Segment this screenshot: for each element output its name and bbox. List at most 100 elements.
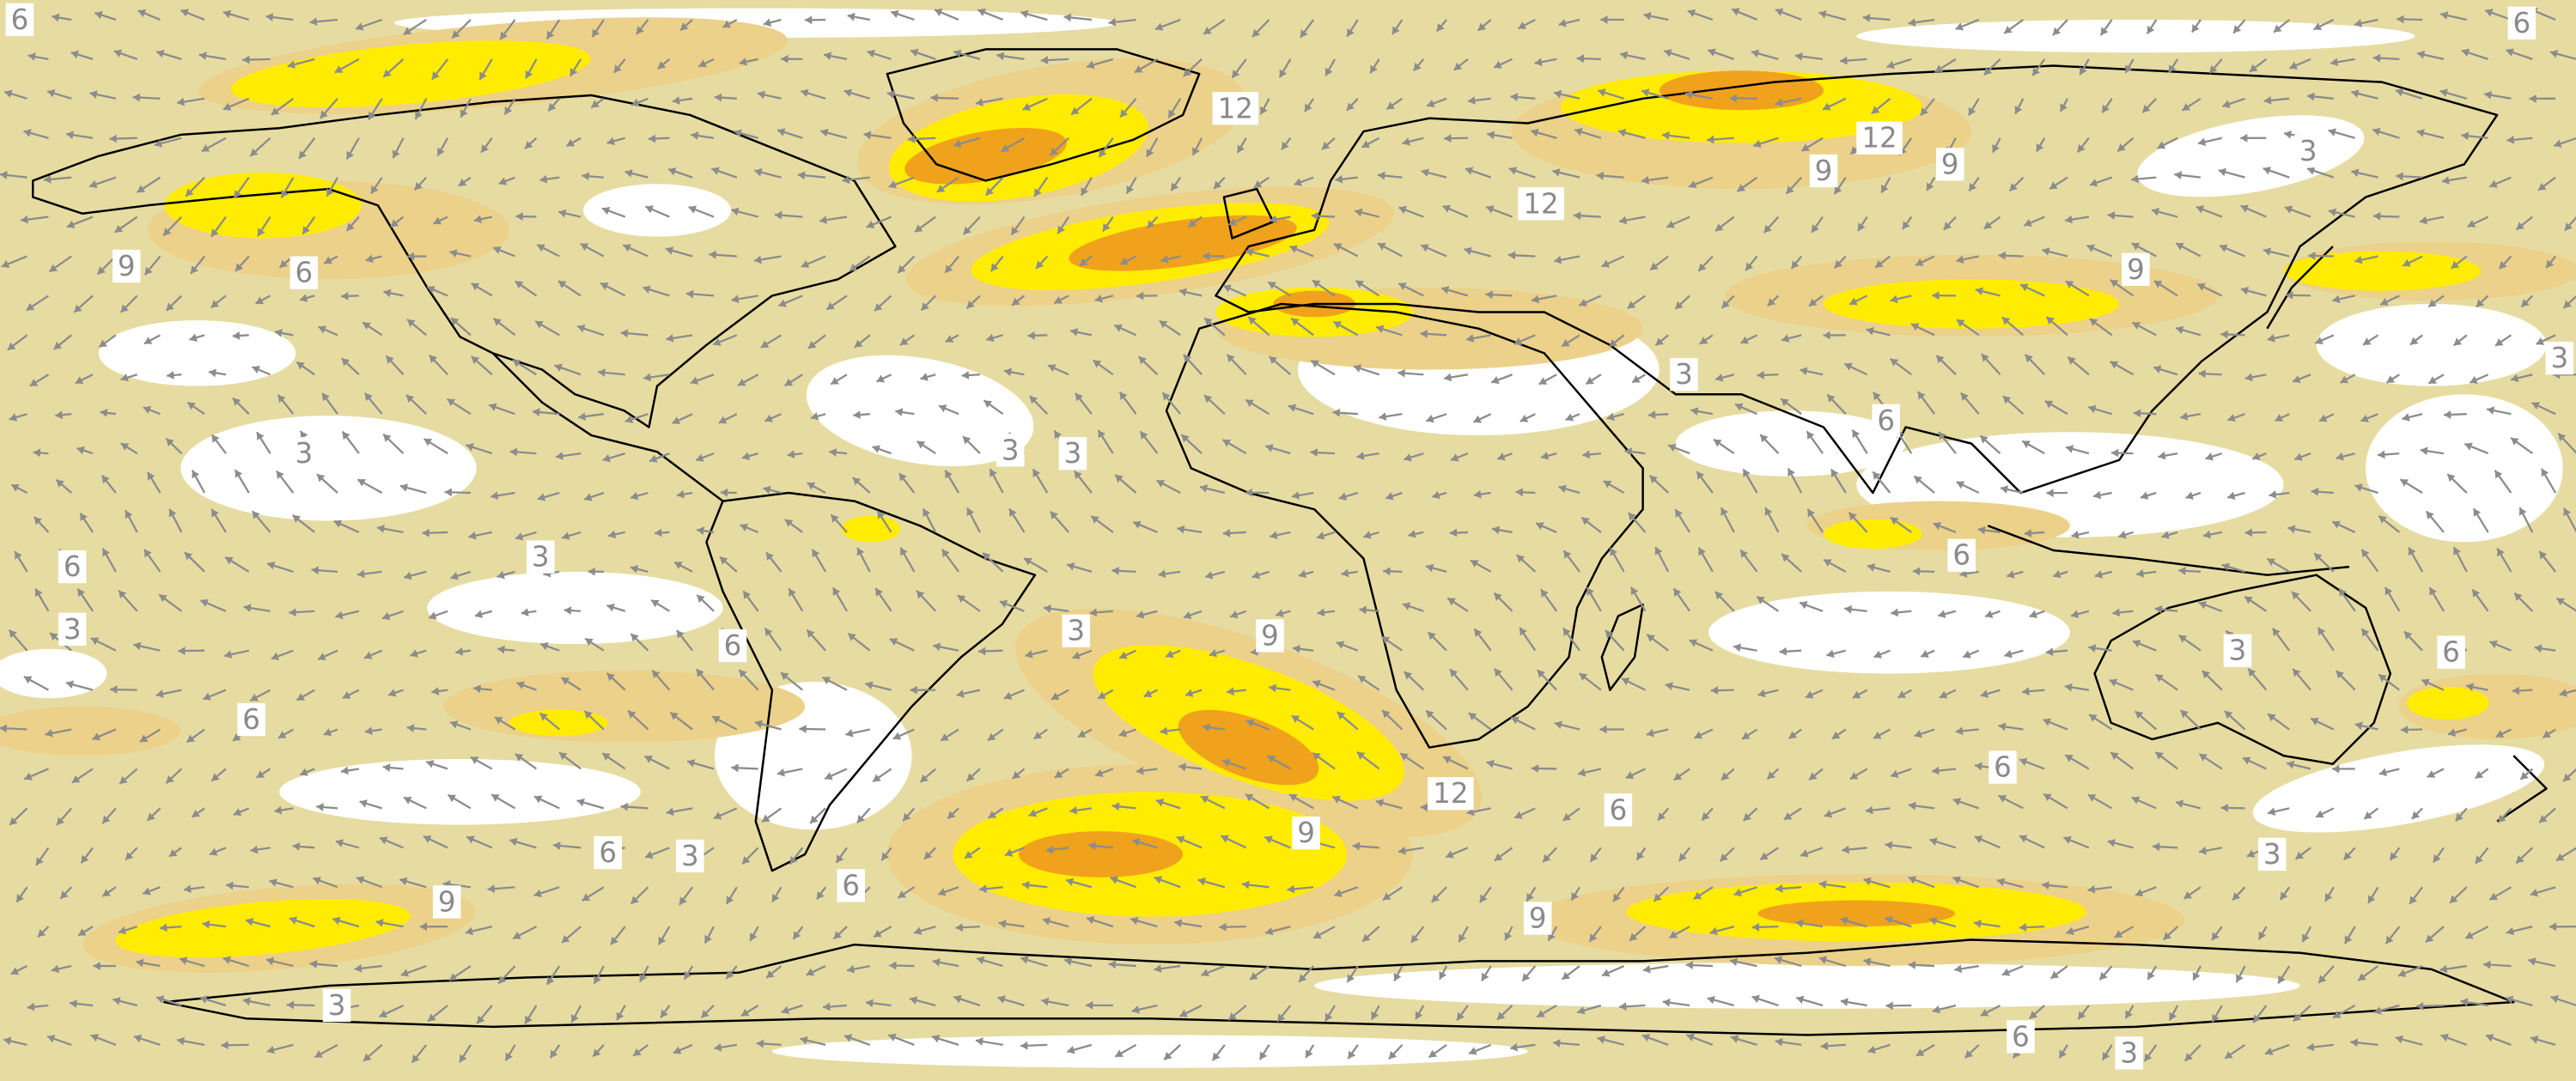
central-america — [491, 352, 724, 502]
wind-head — [2195, 205, 2205, 214]
wind-head — [1473, 489, 1482, 499]
wind-head — [1939, 690, 1948, 699]
wind-head — [2306, 1042, 2315, 1052]
wind-head — [672, 416, 681, 425]
wind-head — [1952, 798, 1962, 806]
speed-band — [1659, 70, 1824, 111]
wind-head — [0, 171, 8, 179]
wind-head — [979, 884, 987, 894]
wind-head — [2344, 935, 2353, 944]
wind-head — [1673, 772, 1683, 780]
wind-head — [923, 508, 930, 517]
wind-head — [2131, 174, 2139, 184]
contour-label: 6 — [1994, 751, 2012, 784]
wind-head — [1155, 799, 1165, 807]
wind-head — [1538, 377, 1548, 385]
contour-label: 9 — [118, 250, 136, 282]
wind-head — [1666, 220, 1675, 228]
wind-head — [2053, 570, 2061, 579]
wind-head — [1427, 99, 1435, 108]
wind-head — [2199, 754, 2208, 762]
wind-head — [784, 378, 794, 386]
wind-head — [1168, 109, 1176, 118]
wind-head — [1099, 149, 1107, 158]
wind-head — [1260, 106, 1268, 115]
wind-head — [1054, 296, 1063, 304]
wind-head — [1111, 566, 1119, 575]
wind-head — [2114, 930, 2123, 938]
wind-head — [2473, 508, 2482, 517]
wind-head — [910, 996, 918, 1005]
wind-head — [444, 488, 453, 497]
wind-head — [1358, 676, 1367, 683]
wind-head — [4, 89, 13, 98]
label-box — [718, 629, 747, 663]
wind-head — [697, 594, 705, 604]
wind-head — [2184, 1053, 2194, 1061]
wind-head — [1714, 439, 1722, 447]
wind-head — [2286, 290, 2293, 300]
wind-head — [2199, 846, 2208, 855]
wind-head — [1446, 850, 1454, 859]
wind-head — [226, 881, 234, 890]
wind-head — [2004, 26, 2013, 33]
wind-head — [342, 431, 350, 440]
wind-head — [2541, 468, 2549, 477]
wind-head — [2029, 610, 2037, 618]
wind-head — [1181, 434, 1190, 443]
wind-head — [1370, 64, 1378, 74]
wind-head — [740, 523, 749, 531]
wind-head — [1875, 259, 1884, 268]
wind-head — [1510, 1042, 1518, 1052]
wind-head — [642, 285, 651, 294]
wind-head — [2050, 970, 2060, 979]
wind-head — [55, 410, 64, 420]
wind-head — [159, 594, 167, 603]
wind-head — [1921, 650, 1929, 658]
wind-head — [2428, 376, 2437, 384]
wind-head — [2499, 260, 2507, 270]
wind-head — [1232, 70, 1240, 78]
wind-head — [1960, 392, 1969, 401]
wind-head — [1265, 926, 1274, 936]
wind-head — [1212, 1052, 1221, 1061]
wind-head — [1885, 841, 1893, 850]
wind-head — [588, 567, 595, 576]
wind-head — [764, 628, 773, 637]
wind-head — [592, 28, 600, 38]
wind-head — [1519, 627, 1527, 636]
wind-head — [9, 413, 18, 422]
wind-head — [2201, 671, 2211, 679]
wind-head — [787, 450, 795, 459]
wind-head — [624, 415, 634, 424]
wind-head — [75, 376, 84, 385]
wind-head — [1834, 185, 1842, 195]
wind-head — [546, 30, 555, 39]
wind-head — [1897, 690, 1907, 698]
wind-head — [1376, 325, 1385, 334]
wind-head — [559, 752, 568, 761]
wind-head — [2534, 644, 2543, 653]
wind-head — [874, 302, 883, 312]
wind-head — [388, 689, 397, 697]
wind-head — [636, 26, 644, 34]
wind-head — [1552, 168, 1561, 177]
wind-head — [591, 100, 600, 108]
speed-band — [2316, 303, 2547, 386]
wind-head — [1120, 257, 1129, 265]
wind-head — [1917, 392, 1926, 400]
wind-head — [2314, 553, 2323, 562]
wind-head — [341, 766, 349, 775]
contour-label: 9 — [2127, 253, 2145, 286]
wind-head — [763, 485, 771, 495]
wind-head — [221, 1041, 228, 1050]
speed-band — [115, 899, 411, 958]
wind-head — [2293, 1013, 2302, 1022]
wind-head — [1497, 452, 1506, 461]
wind-head — [1080, 258, 1088, 266]
wind-head — [1487, 131, 1495, 140]
wind-head — [1300, 29, 1308, 38]
wind-head — [1968, 106, 1976, 116]
wind-head — [314, 1050, 323, 1058]
